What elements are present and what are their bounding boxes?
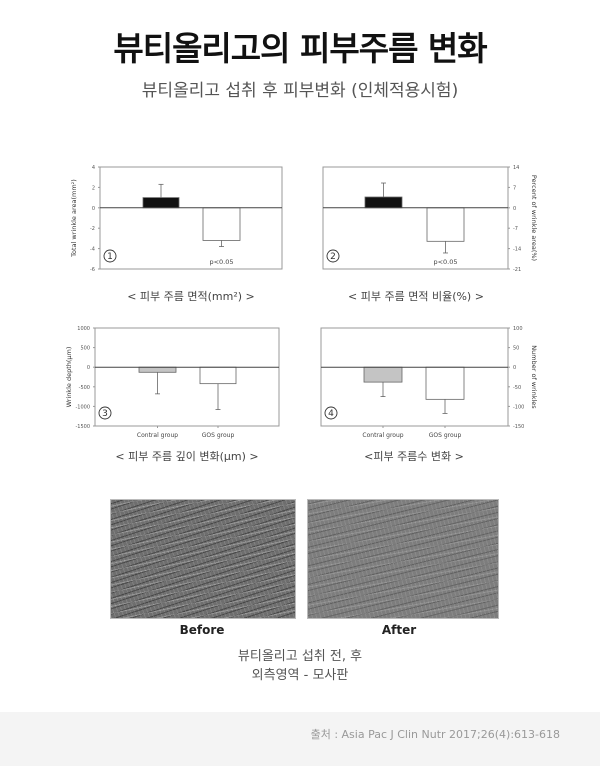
chart-4-bar-1 bbox=[363, 366, 403, 383]
chart-2-caption: < 피부 주름 면적 비율(%) > bbox=[348, 290, 484, 303]
chart-1-bar-2 bbox=[202, 207, 241, 241]
chart-3-bar-1 bbox=[138, 366, 177, 373]
chart-3-tick-label: 500 bbox=[80, 346, 90, 352]
chart-2-y-axis-label: Percent of wrinkle area(%) bbox=[530, 175, 538, 261]
chart-1-tick-label: -4 bbox=[90, 247, 95, 253]
source-citation: 출처 : Asia Pac J Clin Nutr 2017;26(4):613… bbox=[310, 728, 560, 741]
photo-caption-line-1: 뷰티올리고 섭취 전, 후 bbox=[237, 649, 363, 664]
page-subtitle: 뷰티올리고 섭취 후 피부변화 (인체적용시험) bbox=[141, 81, 459, 101]
photo-caption-line-2: 외측영역 - 모사판 bbox=[251, 668, 349, 683]
chart-4-number-badge bbox=[324, 406, 338, 420]
chart-3-category-label: GOS group bbox=[202, 432, 235, 439]
chart-2-significance-label: p<0.05 bbox=[433, 258, 457, 266]
chart-1-caption: < 피부 주름 면적(mm²) > bbox=[127, 290, 255, 303]
chart-3-tick-label: -1000 bbox=[75, 404, 90, 410]
chart-1-tick-label: -2 bbox=[90, 226, 95, 232]
chart-2-bar-2 bbox=[426, 207, 465, 242]
chart-4-tick-label: -50 bbox=[513, 385, 521, 391]
charts-area: 4 2 0 -2 -4 -6 Total wrinkle area(mm²) 1 p<0.05 1… bbox=[65, 165, 538, 439]
chart-1-tick-label: 0 bbox=[92, 206, 95, 212]
before-label: Before bbox=[179, 623, 225, 637]
chart-3-tick-label: 0 bbox=[87, 365, 90, 371]
chart-1-tick-label: 4 bbox=[92, 165, 95, 171]
chart-3-tick-label: 1000 bbox=[77, 326, 90, 332]
chart-4-tick-label: 0 bbox=[513, 365, 516, 371]
chart-4-bar-2 bbox=[425, 366, 465, 400]
chart-2-frame bbox=[322, 166, 509, 270]
chart-4-tick-label: -100 bbox=[513, 404, 524, 410]
chart-3-tick-label: -500 bbox=[79, 385, 90, 391]
chart-4-number: 4 bbox=[328, 409, 334, 419]
chart-4-frame bbox=[320, 327, 509, 427]
chart-1-bar-1 bbox=[142, 197, 180, 209]
chart-1-frame bbox=[99, 166, 283, 270]
page-title: 뷰티올리고의 피부주름 변화 bbox=[113, 29, 487, 68]
chart-2-tick-label: -14 bbox=[513, 247, 521, 253]
chart-1-tick-label: -6 bbox=[90, 267, 95, 273]
before-skin-photo bbox=[110, 499, 296, 619]
chart-4-y-axis-label: Number of wrinkles bbox=[530, 345, 538, 409]
chart-1-significance-label: p<0.05 bbox=[209, 258, 233, 266]
chart-4-tick-label: 50 bbox=[513, 346, 519, 352]
chart-3-bar-2 bbox=[199, 366, 237, 385]
chart-4-tick-label: -150 bbox=[513, 424, 524, 430]
chart-2-tick-label: 14 bbox=[513, 165, 519, 171]
chart-4-caption: <피부 주름수 변화 > bbox=[364, 450, 464, 463]
chart-3-number-badge bbox=[98, 406, 112, 420]
footer: 출처 : Asia Pac J Clin Nutr 2017;26(4):613… bbox=[0, 712, 600, 766]
chart-2-number-badge bbox=[326, 249, 340, 263]
chart-1-tick-label: 2 bbox=[92, 185, 95, 191]
chart-4-tick-label: 100 bbox=[513, 326, 523, 332]
chart-3-frame bbox=[94, 327, 280, 427]
chart-4-category-label: Contral group bbox=[362, 432, 403, 439]
chart-3-caption: < 피부 주름 깊이 변화(μm) > bbox=[115, 450, 259, 463]
after-skin-photo bbox=[307, 499, 499, 619]
chart-2-number: 2 bbox=[330, 252, 336, 262]
chart-4-category-label: GOS group bbox=[429, 432, 462, 439]
chart-2-tick-label: 7 bbox=[513, 185, 516, 191]
chart-2-tick-label: -7 bbox=[513, 226, 518, 232]
chart-3-category-label: Contral group bbox=[137, 432, 178, 439]
chart-3-y-axis-label: Wrinkle depth(μm) bbox=[65, 347, 73, 408]
chart-2-bar-1 bbox=[364, 196, 403, 209]
chart-2-tick-label: 0 bbox=[513, 206, 516, 212]
chart-3-number: 3 bbox=[102, 409, 108, 419]
chart-1-number: 1 bbox=[107, 252, 113, 262]
chart-2-tick-label: -21 bbox=[513, 267, 521, 273]
chart-1-number-badge bbox=[103, 249, 117, 263]
after-label: After bbox=[381, 623, 417, 637]
chart-3-tick-label: -1500 bbox=[75, 424, 90, 430]
chart-1-y-axis-label: Total wrinkle area(mm²) bbox=[70, 179, 78, 258]
